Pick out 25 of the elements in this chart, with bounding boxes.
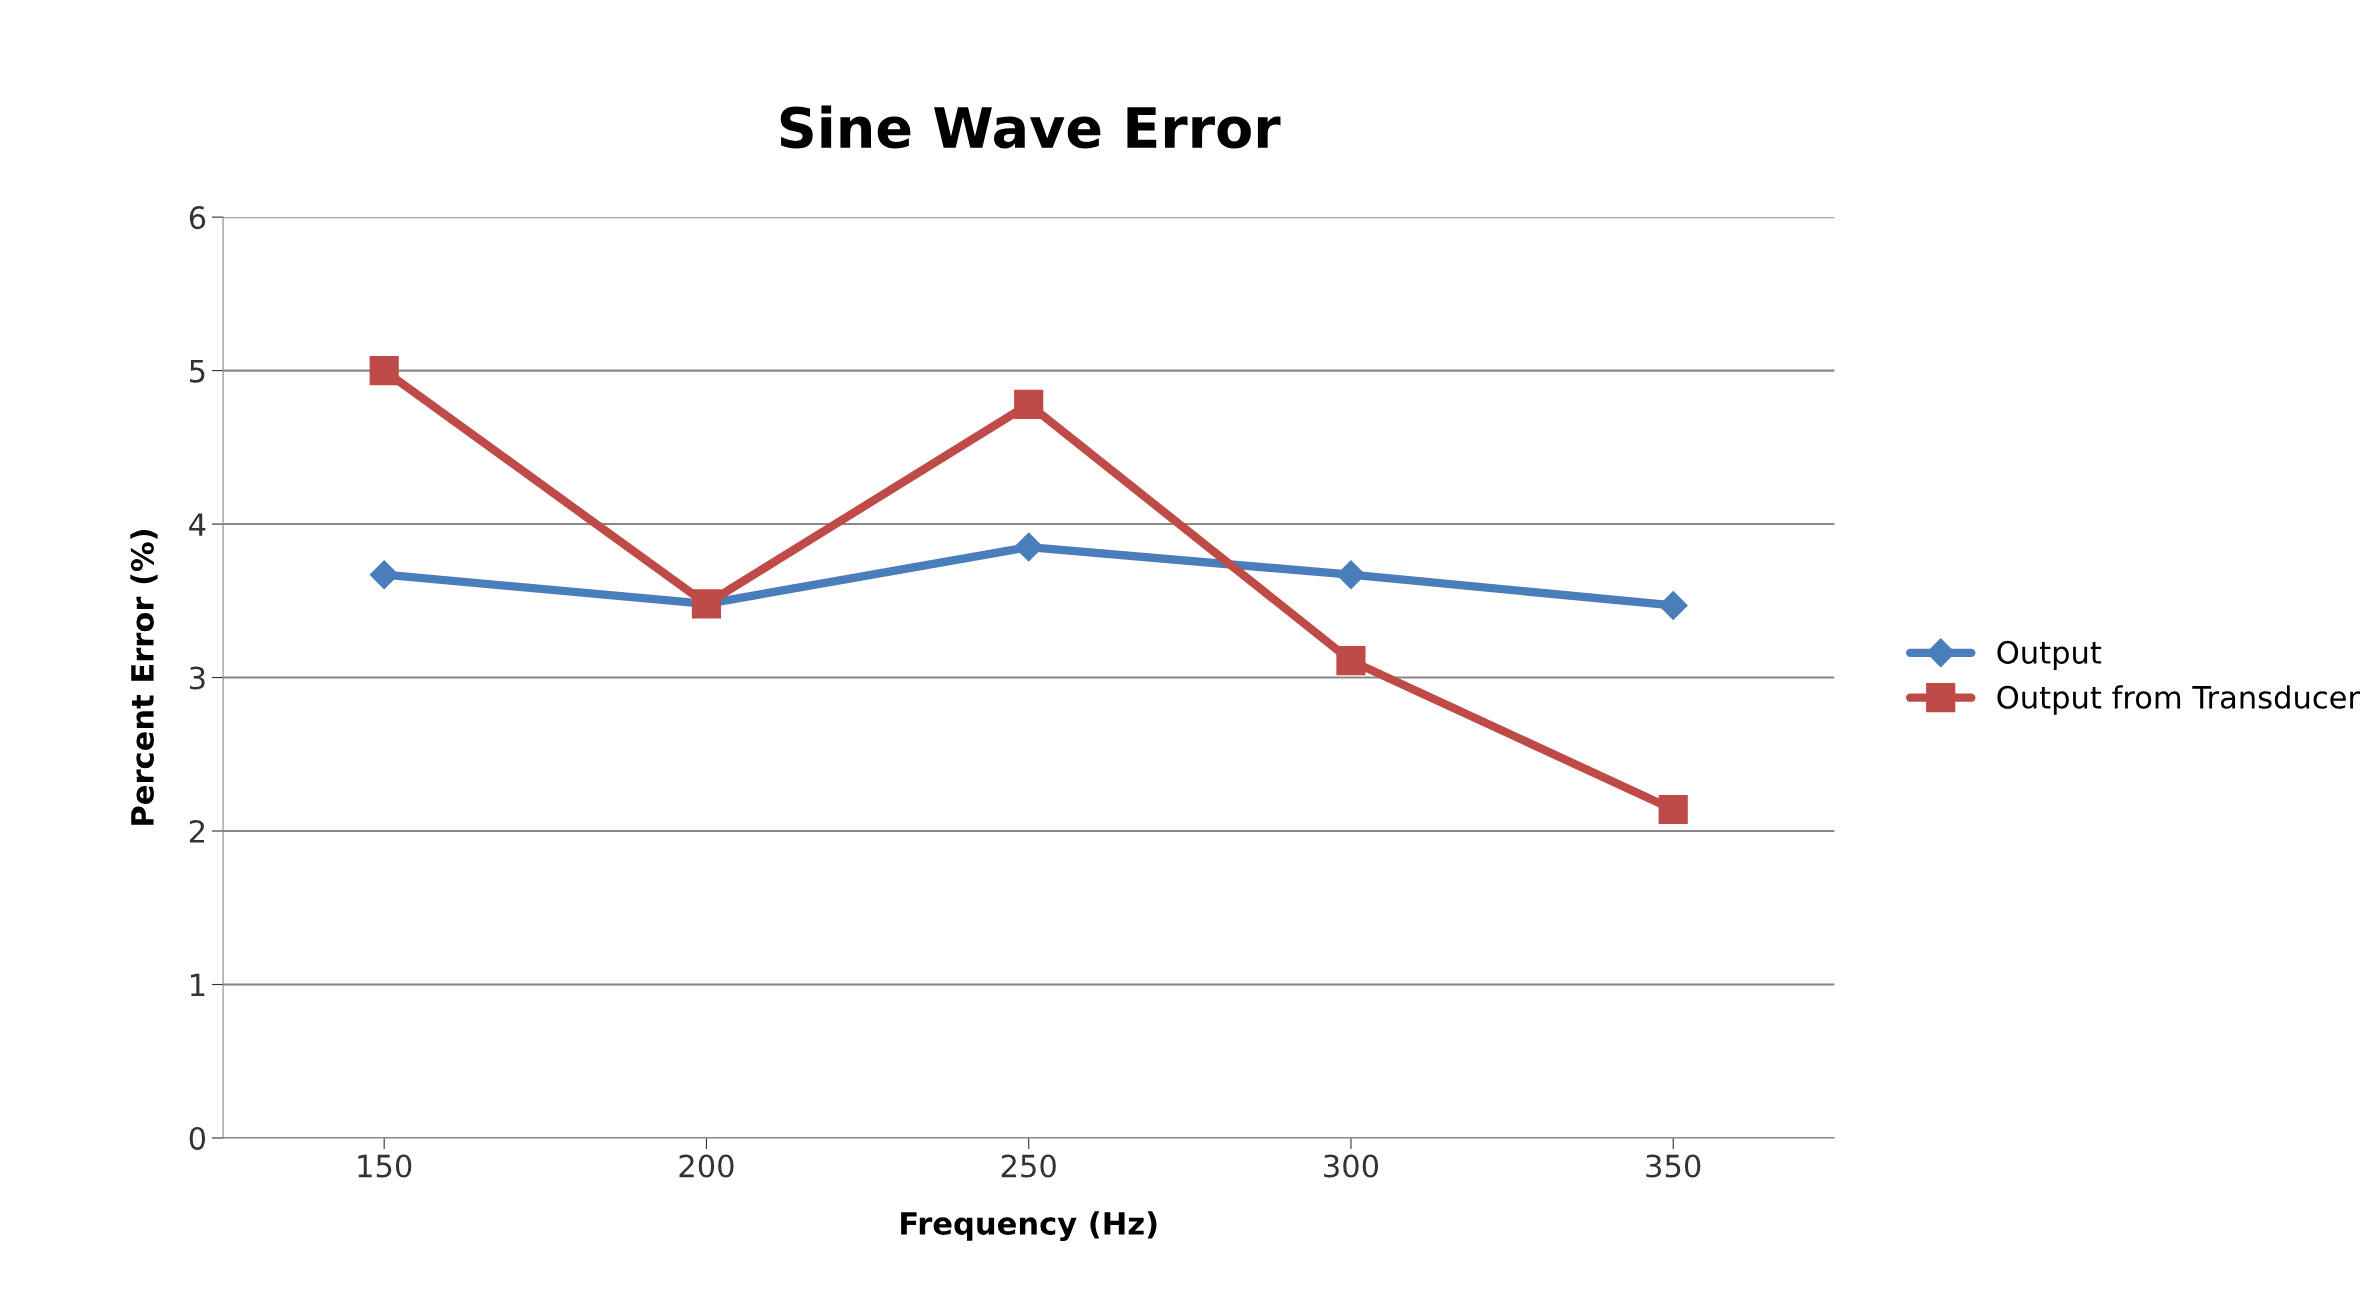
legend-label: Output from Transducer [1997, 685, 2361, 715]
point [369, 560, 399, 590]
point [1658, 590, 1688, 620]
y-tick-label: 2 [189, 819, 205, 843]
x-tick-label: 150 [358, 1154, 412, 1178]
point [1014, 389, 1044, 419]
y-tick-label: 6 [189, 206, 206, 230]
point [1658, 794, 1688, 825]
legend-label: Output [1997, 640, 2102, 670]
x-axis-title: Frequency (Hz) [901, 1211, 1157, 1242]
y-tick-label: 0 [189, 1126, 206, 1150]
y-tick-label: 3 [189, 666, 205, 690]
chart-title: Sine Wave Error [780, 105, 1281, 149]
y-tick-label: 1 [191, 973, 205, 997]
point [1336, 646, 1366, 676]
point [1336, 560, 1366, 590]
x-tick-label: 200 [679, 1154, 734, 1178]
point [1014, 532, 1044, 562]
x-tick-label: 300 [1324, 1154, 1379, 1178]
y-tick-label: 4 [189, 513, 206, 536]
y-tick-label: 5 [190, 359, 205, 383]
x-tick-label: 350 [1646, 1154, 1701, 1178]
point [369, 356, 399, 386]
y-axis-title: Percent Error (%) [130, 530, 158, 825]
x-tick-label: 250 [1001, 1154, 1056, 1178]
